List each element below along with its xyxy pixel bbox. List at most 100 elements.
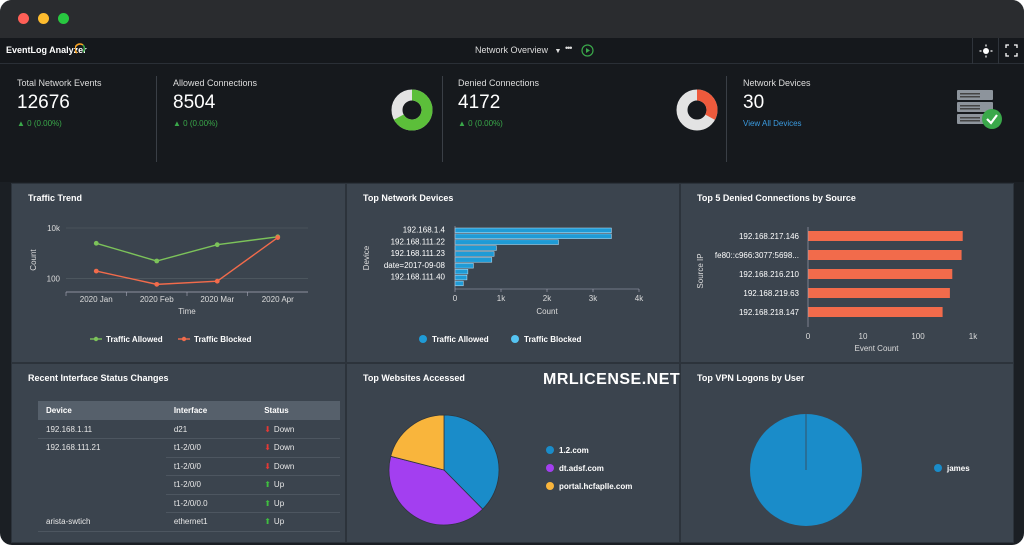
x-tick-label: 0 xyxy=(806,332,811,341)
cell-status: ⬇ Down xyxy=(256,420,340,439)
kpi-summary-row: Total Network Events 12676 ▲ 0 (0.00%) A… xyxy=(0,64,1024,182)
legend-label: 1.2.com xyxy=(559,446,589,455)
x-tick-label: 1k xyxy=(969,332,978,341)
kpi-change: ▲ 0 (0.00%) xyxy=(458,119,503,128)
status-text: Up xyxy=(273,517,285,527)
slideshow-dots-icon[interactable]: ••• xyxy=(565,43,573,53)
bar xyxy=(454,263,474,269)
table-row[interactable]: t1-2/0/0 ⬇ Down xyxy=(38,457,340,476)
pie-slice xyxy=(443,414,500,510)
panel-title: Top 5 Denied Connections by Source xyxy=(697,193,856,203)
kpi-value: 30 xyxy=(743,92,765,113)
play-icon[interactable] xyxy=(581,44,594,57)
table-header-row: Device Interface Status xyxy=(38,401,340,420)
y-tick-label: date=2017-09-08 xyxy=(384,261,446,270)
status-text: Down xyxy=(273,424,295,434)
view-all-devices-link[interactable]: View All Devices xyxy=(743,119,802,128)
minimize-window-button[interactable] xyxy=(38,13,49,24)
table-body: 192.168.1.11 d21 ⬇ Down 192.168.111.21 t1-2/0… xyxy=(38,420,340,532)
cell-device xyxy=(38,457,166,476)
table-row[interactable]: 192.168.1.11 d21 ⬇ Down xyxy=(38,420,340,439)
panel-title: Recent Interface Status Changes xyxy=(28,373,169,383)
status-text: Up xyxy=(273,498,285,508)
kpi-label: Network Devices xyxy=(743,78,811,88)
y-tick-label: 192.168.111.23 xyxy=(391,249,446,258)
top-websites-panel: Top Websites Accessed 1.2.com dt.adsf.com… xyxy=(346,363,680,543)
legend-marker-icon xyxy=(181,336,187,342)
table-row[interactable]: t1-2/0/0 ⬆ Up xyxy=(38,475,340,495)
donut-arc xyxy=(676,89,718,131)
kpi-label: Allowed Connections xyxy=(173,78,258,88)
x-tick-label: 2020 Jan xyxy=(80,295,113,304)
app-logo[interactable]: EventLog Analyzer xyxy=(6,45,87,55)
kpi-total-events: Total Network Events 12676 ▲ 0 (0.00%) xyxy=(17,78,102,128)
x-tick-label: 2020 Feb xyxy=(140,295,174,304)
legend-label: Traffic Allowed xyxy=(432,335,489,344)
panel-title: Top Network Devices xyxy=(363,193,454,203)
cell-device: arista-swtich xyxy=(38,512,166,532)
trend-up-icon: ▲ xyxy=(458,119,466,128)
legend-label: Traffic Blocked xyxy=(194,335,251,344)
table-row[interactable]: arista-swtich ethernet1 ⬆ Up xyxy=(38,512,340,532)
cell-interface: t1-2/0/0.0 xyxy=(165,494,257,513)
kpi-value: 8504 xyxy=(173,92,216,113)
top-devices-chart: 192.168.1.4 192.168.111.22 192.168.111.23 d… xyxy=(362,226,644,345)
arrow-down-icon: ⬇ xyxy=(264,424,271,434)
series-point xyxy=(275,235,281,240)
column-header-device[interactable]: Device xyxy=(38,401,166,420)
legend-label: Traffic Allowed xyxy=(106,335,163,344)
series-point xyxy=(214,242,220,248)
series-point xyxy=(154,258,160,264)
cell-interface: t1-2/0/0 xyxy=(165,457,257,476)
legend-dot-icon xyxy=(546,446,554,454)
cell-status: ⬆ Up xyxy=(256,494,340,513)
series-point xyxy=(214,278,220,284)
arrow-down-icon: ⬇ xyxy=(264,443,271,453)
table-row[interactable]: 192.168.111.21 t1-2/0/0 ⬇ Down xyxy=(38,438,340,458)
app-header: EventLog Analyzer Network Overview ▼ ••• xyxy=(0,38,1024,64)
fullscreen-icon[interactable] xyxy=(1005,44,1018,57)
legend-dot-icon xyxy=(546,464,554,472)
arrow-up-icon: ⬆ xyxy=(264,517,271,527)
x-axis-label: Count xyxy=(536,307,558,316)
top-denied-chart: 192.168.217.146fe80::c966:3077:5698...19… xyxy=(696,227,978,353)
top-websites-pie: 1.2.com dt.adsf.com portal.hcfaplle.com xyxy=(388,414,632,526)
close-window-button[interactable] xyxy=(18,13,29,24)
allowed-donut-chart xyxy=(391,89,433,131)
x-tick-label: 2k xyxy=(543,294,552,303)
legend-label: james xyxy=(946,464,970,473)
status-text: Up xyxy=(273,480,285,490)
x-tick-label: 2020 Mar xyxy=(200,295,234,304)
window-titlebar xyxy=(0,0,1024,38)
arrow-up-icon: ⬆ xyxy=(264,480,271,490)
table-row[interactable]: t1-2/0/0.0 ⬆ Up xyxy=(38,494,340,513)
trend-up-icon: ▲ xyxy=(173,119,181,128)
cell-interface: d21 xyxy=(165,420,257,439)
y-tick-label: 192.168.111.40 xyxy=(391,273,446,282)
legend-dot-icon xyxy=(419,335,427,343)
server-check-icon xyxy=(957,90,1002,129)
theme-toggle-icon[interactable] xyxy=(979,44,993,58)
x-tick-label: 4k xyxy=(635,294,644,303)
x-tick-label: 1k xyxy=(497,294,506,303)
panel-title: Traffic Trend xyxy=(28,193,83,203)
bar xyxy=(454,251,495,257)
cell-device xyxy=(38,494,166,513)
trend-up-icon: ▲ xyxy=(17,119,25,128)
y-tick-label: 192.168.111.22 xyxy=(391,237,446,246)
x-tick-label: 3k xyxy=(589,294,598,303)
maximize-window-button[interactable] xyxy=(58,13,69,24)
dashboard-selector[interactable]: Network Overview ▼ xyxy=(475,45,561,55)
bar xyxy=(454,239,559,245)
cell-device: 192.168.1.11 xyxy=(38,420,166,439)
cell-interface: t1-2/0/0 xyxy=(165,438,257,458)
x-tick-label: 100 xyxy=(911,332,925,341)
watermark-text: MRLICENSE.NET xyxy=(543,371,681,388)
interface-status-panel: Recent Interface Status Changes Device I… xyxy=(11,363,346,543)
column-header-status[interactable]: Status xyxy=(256,401,340,420)
top-network-devices-panel: Top Network Devices 192.168.1.4 192.168.1… xyxy=(346,183,680,363)
column-header-interface[interactable]: Interface xyxy=(165,401,257,420)
top-vpn-panel: Top VPN Logons by User james xyxy=(680,363,1014,543)
bar xyxy=(454,227,612,233)
x-tick-label: 0 xyxy=(453,294,458,303)
